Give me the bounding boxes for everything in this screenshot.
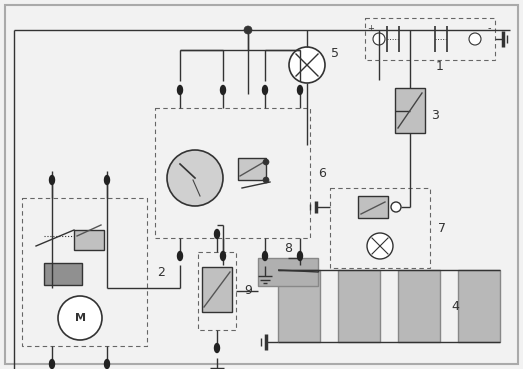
Circle shape bbox=[58, 296, 102, 340]
Ellipse shape bbox=[50, 176, 54, 184]
Text: 7: 7 bbox=[438, 221, 446, 235]
Ellipse shape bbox=[177, 252, 183, 261]
Bar bbox=[338, 270, 380, 342]
Bar bbox=[395, 88, 425, 133]
Text: 6: 6 bbox=[318, 166, 326, 179]
Bar bbox=[22, 198, 147, 346]
Ellipse shape bbox=[50, 359, 54, 369]
Ellipse shape bbox=[298, 252, 302, 261]
Bar bbox=[278, 270, 320, 342]
Bar bbox=[458, 270, 500, 342]
Ellipse shape bbox=[221, 252, 225, 261]
Text: 3: 3 bbox=[431, 109, 439, 122]
Circle shape bbox=[167, 150, 223, 206]
Ellipse shape bbox=[214, 344, 220, 352]
Bar bbox=[238, 158, 266, 180]
Ellipse shape bbox=[221, 86, 225, 94]
Text: -: - bbox=[487, 23, 491, 33]
Text: +: + bbox=[368, 24, 374, 32]
Bar bbox=[398, 270, 440, 342]
Circle shape bbox=[373, 33, 385, 45]
Circle shape bbox=[391, 202, 401, 212]
Text: 4: 4 bbox=[451, 300, 459, 313]
Ellipse shape bbox=[263, 86, 267, 94]
Circle shape bbox=[469, 33, 481, 45]
Bar bbox=[202, 267, 232, 312]
Bar bbox=[44, 263, 82, 285]
Ellipse shape bbox=[105, 176, 109, 184]
Ellipse shape bbox=[214, 230, 220, 238]
Ellipse shape bbox=[263, 252, 267, 261]
Text: 8: 8 bbox=[284, 241, 292, 255]
Text: 5: 5 bbox=[331, 47, 339, 60]
Text: 2: 2 bbox=[157, 266, 165, 279]
Circle shape bbox=[263, 159, 269, 165]
Bar bbox=[155, 108, 310, 238]
Circle shape bbox=[289, 47, 325, 83]
Text: 1: 1 bbox=[436, 60, 444, 73]
Bar bbox=[330, 188, 430, 268]
Bar bbox=[198, 252, 236, 330]
Bar bbox=[258, 258, 318, 286]
Circle shape bbox=[367, 233, 393, 259]
Ellipse shape bbox=[177, 86, 183, 94]
Ellipse shape bbox=[105, 359, 109, 369]
Text: 9: 9 bbox=[244, 284, 252, 297]
Ellipse shape bbox=[298, 86, 302, 94]
Bar bbox=[365, 18, 495, 60]
Text: M: M bbox=[74, 313, 85, 323]
Bar bbox=[358, 196, 388, 218]
Circle shape bbox=[244, 26, 252, 34]
Bar bbox=[74, 230, 104, 250]
Circle shape bbox=[263, 177, 269, 183]
